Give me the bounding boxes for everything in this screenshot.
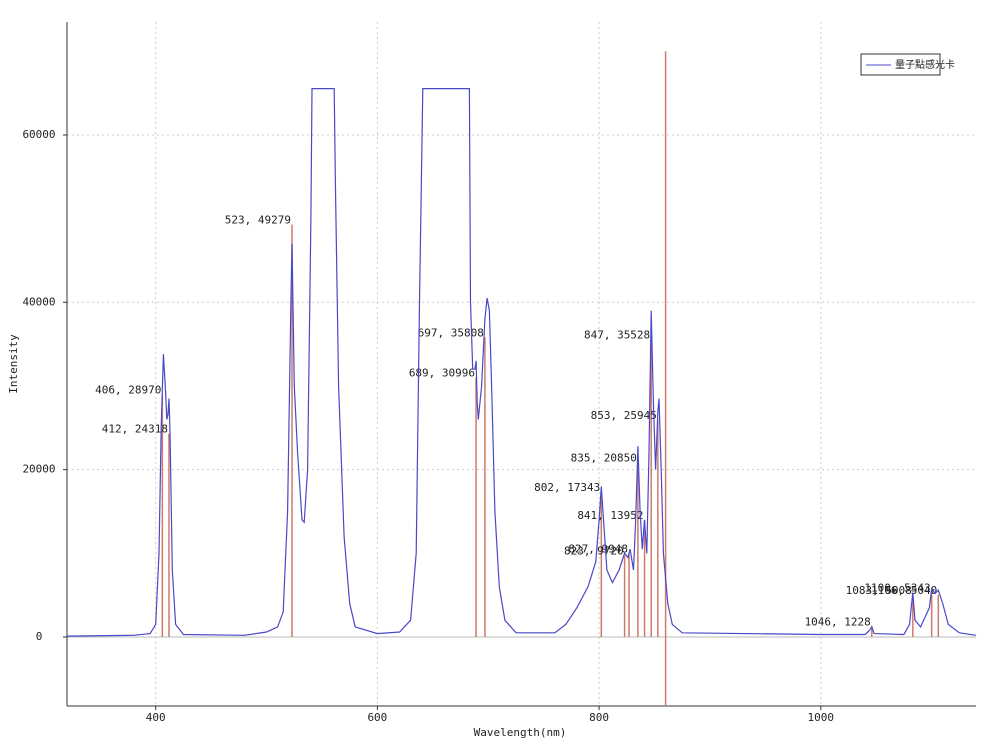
- peak-label: 823, 9720: [564, 545, 624, 558]
- peak-label: 689, 30996: [409, 367, 475, 380]
- peak-label: 802, 17343: [534, 481, 600, 494]
- legend-label: 量子點感光卡: [895, 58, 955, 71]
- x-tick-label: 1000: [808, 711, 835, 724]
- x-tick-label: 400: [146, 711, 166, 724]
- spectrum-line: [66, 88, 977, 637]
- peak-label: 523, 49279: [225, 214, 291, 227]
- y-tick-label: 20000: [22, 463, 55, 476]
- peak-label: 1046, 1228: [805, 616, 871, 629]
- peak-label: 697, 35808: [418, 326, 484, 339]
- y-tick-label: 60000: [22, 128, 55, 141]
- peak-label: 412, 24318: [102, 423, 168, 436]
- peak-label: 1100, 5343: [864, 581, 930, 594]
- y-axis-label: Intensity: [7, 334, 20, 394]
- peak-label: 1106, 5040: [871, 584, 937, 597]
- peak-label: 1083, 5008: [846, 584, 912, 597]
- x-tick-label: 600: [367, 711, 387, 724]
- y-tick-label: 0: [36, 630, 43, 643]
- legend-box: [860, 53, 941, 76]
- peak-label: 827, 9948: [568, 543, 628, 556]
- peak-label: 835, 20850: [571, 452, 637, 465]
- peak-label: 406, 28970: [95, 384, 161, 397]
- peak-label: 847, 35528: [584, 329, 650, 342]
- peak-label: 853, 25945: [591, 409, 657, 422]
- y-tick-label: 40000: [22, 295, 55, 308]
- x-axis-label: Wavelength(nm): [474, 726, 567, 739]
- peak-label: 841, 13952: [577, 509, 643, 522]
- x-tick-label: 800: [589, 711, 609, 724]
